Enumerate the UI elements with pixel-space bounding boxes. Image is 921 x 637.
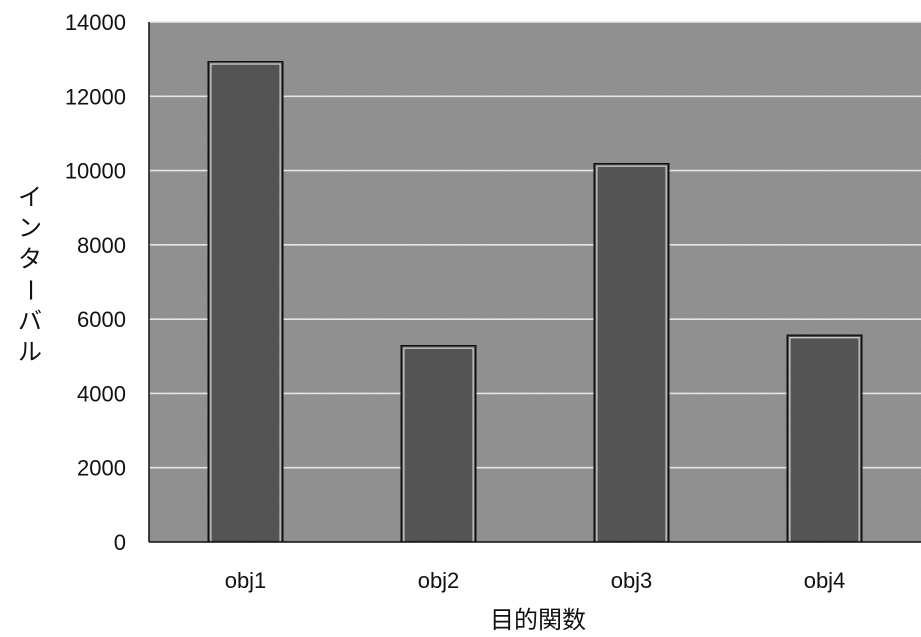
x-tick-label: obj4 [804, 568, 846, 593]
x-axis-title: 目的関数 [490, 606, 586, 634]
y-axis-title-char: バ [18, 307, 42, 335]
y-axis-title-char: ン [18, 214, 42, 242]
y-tick-label: 12000 [65, 84, 126, 109]
x-tick-labels: obj1 obj2 obj3 obj4 [225, 568, 846, 593]
bar-obj4 [785, 333, 864, 544]
y-tick-label: 8000 [77, 233, 126, 258]
bar-obj2 [399, 344, 478, 544]
y-axis-title-char: ー [16, 278, 44, 302]
bars [206, 59, 864, 544]
y-tick-label: 4000 [77, 381, 126, 406]
y-tick-label: 6000 [77, 307, 126, 332]
y-tick-label: 10000 [65, 159, 126, 184]
bar-obj3 [592, 162, 671, 544]
x-tick-label: obj2 [418, 568, 460, 593]
y-tick-label: 14000 [65, 10, 126, 35]
y-axis-title-char: ル [18, 338, 42, 366]
bar-obj1 [206, 59, 285, 544]
y-tick-label: 0 [114, 530, 126, 555]
y-tick-labels: 0 2000 4000 6000 8000 10000 12000 14000 [65, 10, 126, 555]
y-axis-title-char: イ [18, 183, 42, 211]
y-tick-label: 2000 [77, 456, 126, 481]
x-tick-label: obj1 [225, 568, 267, 593]
y-axis-title-char: タ [18, 245, 42, 273]
x-tick-label: obj3 [611, 568, 653, 593]
